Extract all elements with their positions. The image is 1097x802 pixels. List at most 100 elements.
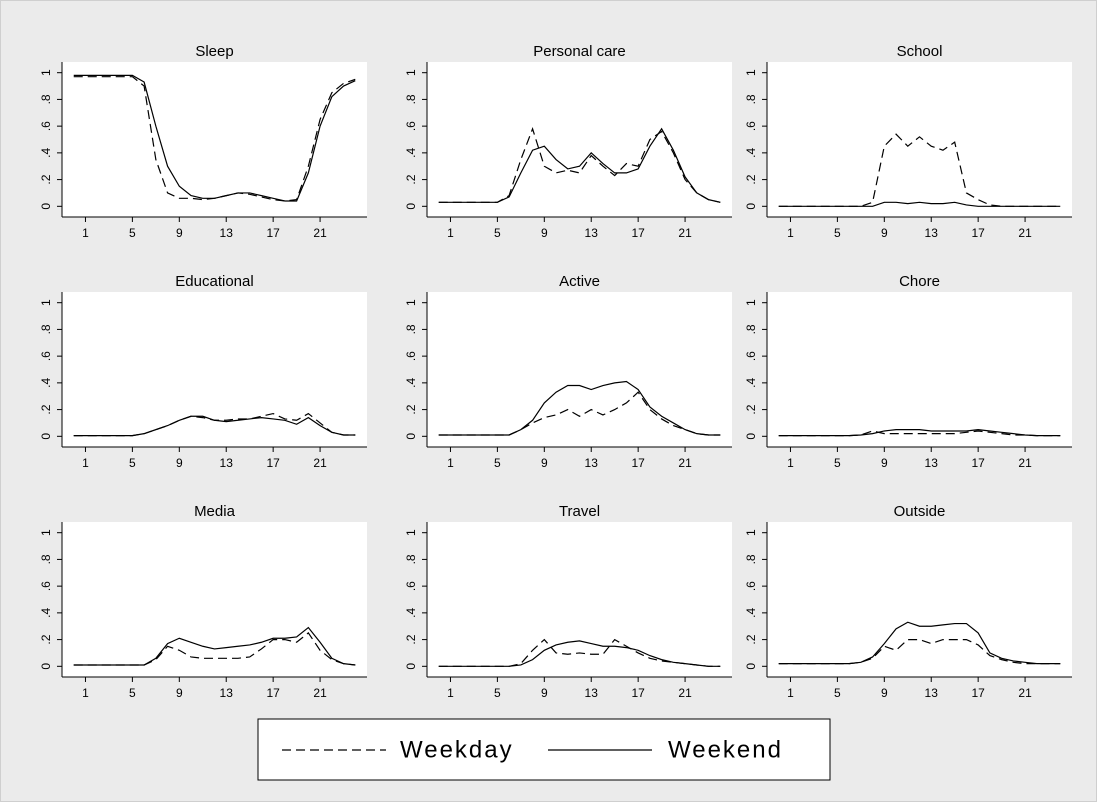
y-tick-label: 1 <box>744 529 758 536</box>
y-tick-label: 1 <box>39 529 53 536</box>
y-tick-label: 0 <box>744 203 758 210</box>
y-tick-label: .4 <box>39 608 53 618</box>
y-tick-label: .4 <box>39 148 53 158</box>
y-tick-label: .8 <box>404 94 418 104</box>
panel-title: Media <box>194 503 236 520</box>
x-tick-label: 21 <box>313 456 327 470</box>
x-tick-label: 5 <box>834 456 841 470</box>
y-tick-label: .6 <box>404 351 418 361</box>
x-tick-label: 9 <box>881 686 888 700</box>
x-tick-label: 9 <box>881 456 888 470</box>
y-tick-label: .2 <box>39 634 53 644</box>
series-line <box>73 626 356 666</box>
x-tick-label: 21 <box>313 226 327 240</box>
y-tick-label: 1 <box>404 529 418 536</box>
x-tick-label: 1 <box>447 686 454 700</box>
x-tick-label: 5 <box>494 226 501 240</box>
x-tick-label: 17 <box>266 456 280 470</box>
panel-title: Active <box>559 273 600 290</box>
series-line <box>438 640 721 667</box>
x-tick-label: 1 <box>787 686 794 700</box>
x-tick-label: 13 <box>220 226 234 240</box>
y-tick-label: .4 <box>744 148 758 158</box>
x-tick-label: 21 <box>1018 456 1032 470</box>
x-tick-label: 21 <box>313 686 327 700</box>
y-tick-label: .4 <box>404 378 418 388</box>
series-line <box>73 74 356 202</box>
x-tick-label: 9 <box>176 456 183 470</box>
panel-title: School <box>897 43 943 60</box>
x-tick-label: 17 <box>266 226 280 240</box>
y-tick-label: 0 <box>404 433 418 440</box>
legend-label: Weekday <box>400 736 514 763</box>
x-tick-label: 21 <box>1018 686 1032 700</box>
y-tick-label: .6 <box>744 351 758 361</box>
y-tick-label: 1 <box>39 299 53 306</box>
x-tick-label: 1 <box>787 456 794 470</box>
y-tick-label: .2 <box>744 404 758 414</box>
x-tick-label: 1 <box>447 456 454 470</box>
y-tick-label: 0 <box>744 663 758 670</box>
y-tick-label: .6 <box>39 581 53 591</box>
series-line <box>778 201 1061 207</box>
panel-title: Chore <box>899 273 940 290</box>
x-tick-label: 9 <box>541 686 548 700</box>
x-tick-label: 17 <box>266 686 280 700</box>
x-tick-label: 9 <box>881 226 888 240</box>
x-tick-label: 1 <box>82 226 89 240</box>
x-tick-label: 13 <box>220 686 234 700</box>
x-tick-label: 21 <box>678 456 692 470</box>
y-tick-label: .2 <box>744 634 758 644</box>
series-line <box>778 621 1061 665</box>
y-tick-label: .8 <box>744 324 758 334</box>
y-tick-label: .4 <box>744 378 758 388</box>
plot-area <box>62 62 367 217</box>
x-tick-label: 1 <box>787 226 794 240</box>
panel-title: Travel <box>559 503 600 520</box>
y-tick-label: 1 <box>404 299 418 306</box>
x-tick-label: 17 <box>631 226 645 240</box>
x-tick-label: 1 <box>82 456 89 470</box>
y-tick-label: 0 <box>404 203 418 210</box>
x-tick-label: 13 <box>585 686 599 700</box>
series-line <box>438 380 721 436</box>
panel-title: Sleep <box>195 43 233 60</box>
x-tick-label: 9 <box>176 226 183 240</box>
y-tick-label: .2 <box>404 634 418 644</box>
x-tick-label: 5 <box>129 686 136 700</box>
x-tick-label: 13 <box>220 456 234 470</box>
x-tick-label: 5 <box>129 456 136 470</box>
y-tick-label: .2 <box>39 174 53 184</box>
y-tick-label: .6 <box>404 581 418 591</box>
y-tick-label: .4 <box>404 148 418 158</box>
x-tick-label: 5 <box>494 456 501 470</box>
x-tick-label: 5 <box>494 686 501 700</box>
y-tick-label: .8 <box>744 554 758 564</box>
y-tick-label: .4 <box>744 608 758 618</box>
y-tick-label: 0 <box>404 663 418 670</box>
plot-area <box>427 292 732 447</box>
plot-area <box>62 522 367 677</box>
x-tick-label: 13 <box>585 226 599 240</box>
series-line <box>778 429 1061 437</box>
plot-area <box>427 62 732 217</box>
x-tick-label: 9 <box>541 226 548 240</box>
y-tick-label: .4 <box>39 378 53 388</box>
y-tick-label: .8 <box>39 324 53 334</box>
plot-area <box>62 292 367 447</box>
x-tick-label: 17 <box>971 686 985 700</box>
y-tick-label: 1 <box>39 69 53 76</box>
series-line <box>73 415 356 437</box>
y-tick-label: .8 <box>744 94 758 104</box>
y-tick-label: .2 <box>404 404 418 414</box>
x-tick-label: 17 <box>971 226 985 240</box>
y-tick-label: .6 <box>39 121 53 131</box>
y-tick-label: 1 <box>744 69 758 76</box>
legend-label: Weekend <box>668 736 783 763</box>
plot-area <box>427 522 732 677</box>
panel-title: Personal care <box>533 43 626 60</box>
x-tick-label: 17 <box>631 456 645 470</box>
y-tick-label: .4 <box>404 608 418 618</box>
y-tick-label: .6 <box>744 121 758 131</box>
